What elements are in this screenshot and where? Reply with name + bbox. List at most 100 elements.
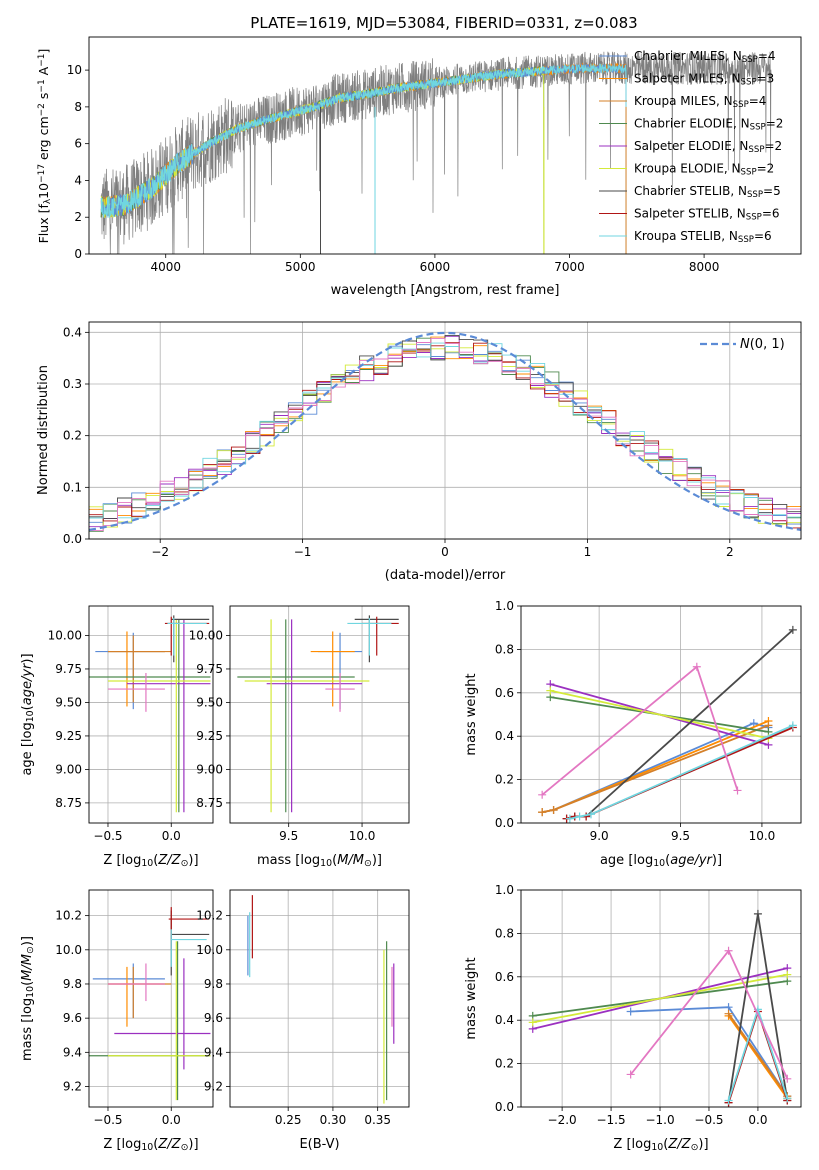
- axes-frame: [88, 36, 802, 255]
- text-part: SSP: [741, 78, 757, 88]
- text-part: (: [663, 1137, 668, 1152]
- ticks: 9.0 9.5 10.0 0.0 0.2 0.4 0.6 0.8 1.0: [495, 599, 775, 843]
- y-tick-label: 8.75: [55, 796, 82, 810]
- y-tick-label: 0.0: [495, 816, 514, 830]
- x-tick-label: 0: [441, 545, 449, 559]
- residuals-panel: −2 −1 0 1 2 0.0 0.1 0.2 0.3 0.4: [63, 321, 802, 559]
- text-part: ]: [36, 49, 51, 54]
- y-tick-label: 9.25: [196, 729, 223, 743]
- text-part: ⊙: [25, 946, 36, 954]
- text-part: =3: [757, 72, 775, 86]
- weight-marker: [575, 812, 584, 821]
- y-tick-label: 0.6: [495, 686, 514, 700]
- weight-marker: [783, 1074, 792, 1083]
- legend-label: Kroupa MILES, NSSP=4: [634, 94, 766, 110]
- x-axis-label: Z [log10(Z/Z⊙)]: [103, 1137, 198, 1153]
- text-part: )]: [20, 653, 35, 663]
- text-part: )]: [188, 1137, 198, 1152]
- text-part: Chabrier MILES, N: [634, 49, 742, 63]
- x-tick-label: −2: [151, 545, 169, 559]
- text-part: (: [665, 853, 670, 868]
- x-tick-label: 0.0: [162, 829, 181, 843]
- text-part: =6: [762, 207, 780, 221]
- text-part: ⊙: [364, 858, 372, 869]
- y-tick-label: 9.75: [55, 662, 82, 676]
- y-tick-label: 0: [74, 247, 82, 261]
- weight-marker: [565, 814, 574, 823]
- text-part: Chabrier STELIB, N: [634, 184, 747, 198]
- text-part: (: [153, 1137, 158, 1152]
- x-axis-label: age [log10(age/yr)]: [600, 853, 722, 869]
- text-part: age/yr: [20, 662, 35, 705]
- y-tick-label: 10.0: [196, 943, 223, 957]
- text-part: (0, 1): [750, 337, 785, 352]
- text-part: M/M: [20, 954, 35, 981]
- text-part: SSP: [748, 145, 764, 155]
- mass-vs-ebv-panel: 0.25 0.30 0.35 9.2 9.4 9.6 9.8 10.0 10.2: [196, 889, 410, 1127]
- text-part: SSP: [750, 123, 766, 133]
- x-tick-label: 2: [726, 545, 734, 559]
- text-part: (: [153, 853, 158, 868]
- text-part: (: [20, 981, 35, 986]
- y-tick-label: 10.2: [55, 909, 82, 923]
- y-tick-label: 9.75: [196, 662, 223, 676]
- y-axis-label: mass [log10(M/M⊙)]: [20, 936, 36, 1061]
- plot-area: [538, 625, 797, 823]
- plot-area: [528, 909, 792, 1107]
- weight-marker: [626, 1007, 635, 1016]
- text-part: ⊙: [181, 1142, 189, 1153]
- legend-label: Salpeter MILES, NSSP=3: [634, 72, 774, 88]
- y-tick-label: 0.3: [63, 377, 82, 391]
- plot-area: [89, 907, 211, 1101]
- x-tick-label: 7000: [554, 260, 585, 274]
- text-part: erg cm: [36, 116, 51, 164]
- spectrum-model-line: [100, 63, 627, 254]
- text-part: Z/Z: [157, 853, 181, 868]
- text-part: (: [20, 705, 35, 710]
- text-part: 10: [36, 183, 51, 199]
- text-part: λ: [43, 198, 53, 204]
- text-part: −1: [37, 79, 47, 92]
- ticks: −2.0 −1.5 −1.0 −0.5 0.0 0.0 0.2 0.4 0.6 0.8 1.0: [495, 883, 768, 1127]
- text-part: age [log: [600, 853, 653, 868]
- ticks: 9.5 10.0 8.75 9.00 9.25 9.50 9.75 10.00: [189, 628, 376, 843]
- x-tick-label: 0.25: [275, 1113, 302, 1127]
- histogram-step: [89, 338, 801, 532]
- weight-vs-age-panel: 9.0 9.5 10.0 0.0 0.2 0.4 0.6 0.8 1.0: [495, 599, 802, 843]
- y-axis-label: age [log10(age/yr)]: [20, 653, 36, 775]
- x-axis-label: wavelength [Angstrom, rest frame]: [331, 283, 560, 298]
- text-part: SSP: [738, 235, 754, 245]
- x-tick-label: 9.5: [671, 829, 690, 843]
- y-tick-label: 0.4: [63, 325, 82, 339]
- axes-frame: [520, 605, 802, 824]
- text-part: s: [36, 93, 51, 104]
- grid: [230, 890, 409, 1107]
- weight-marker: [528, 1018, 537, 1027]
- weight-marker: [783, 970, 792, 979]
- text-part: 10: [653, 858, 665, 869]
- weight-line: [569, 724, 794, 820]
- legend-label: Chabrier ELODIE, NSSP=2: [634, 117, 783, 133]
- y-tick-label: 0.8: [495, 642, 514, 656]
- text-part: Salpeter MILES, N: [634, 72, 741, 86]
- y-tick-label: 6: [74, 137, 82, 151]
- text-part: =4: [758, 49, 776, 63]
- y-tick-label: 0.8: [495, 926, 514, 940]
- text-part: =6: [754, 229, 772, 243]
- ticks: −2 −1 0 1 2 0.0 0.1 0.2 0.3 0.4: [63, 325, 734, 559]
- text-part: age [log: [20, 722, 35, 775]
- x-tick-label: 8000: [689, 260, 720, 274]
- y-tick-label: 8: [74, 100, 82, 114]
- x-axis-label: (data-model)/error: [385, 568, 506, 583]
- y-axis-label: mass weight: [464, 673, 479, 755]
- plot-area: [237, 615, 399, 813]
- text-part: =2: [766, 117, 784, 131]
- x-axis-label: Z [log10(Z/Z⊙)]: [613, 1137, 708, 1153]
- x-tick-label: −2.0: [548, 1113, 577, 1127]
- weight-marker: [549, 805, 558, 814]
- x-tick-label: 9.0: [590, 829, 609, 843]
- x-tick-label: 10.0: [749, 829, 776, 843]
- weight-line: [550, 689, 769, 740]
- plot-area: [247, 895, 395, 1104]
- text-part: 10: [651, 1142, 663, 1153]
